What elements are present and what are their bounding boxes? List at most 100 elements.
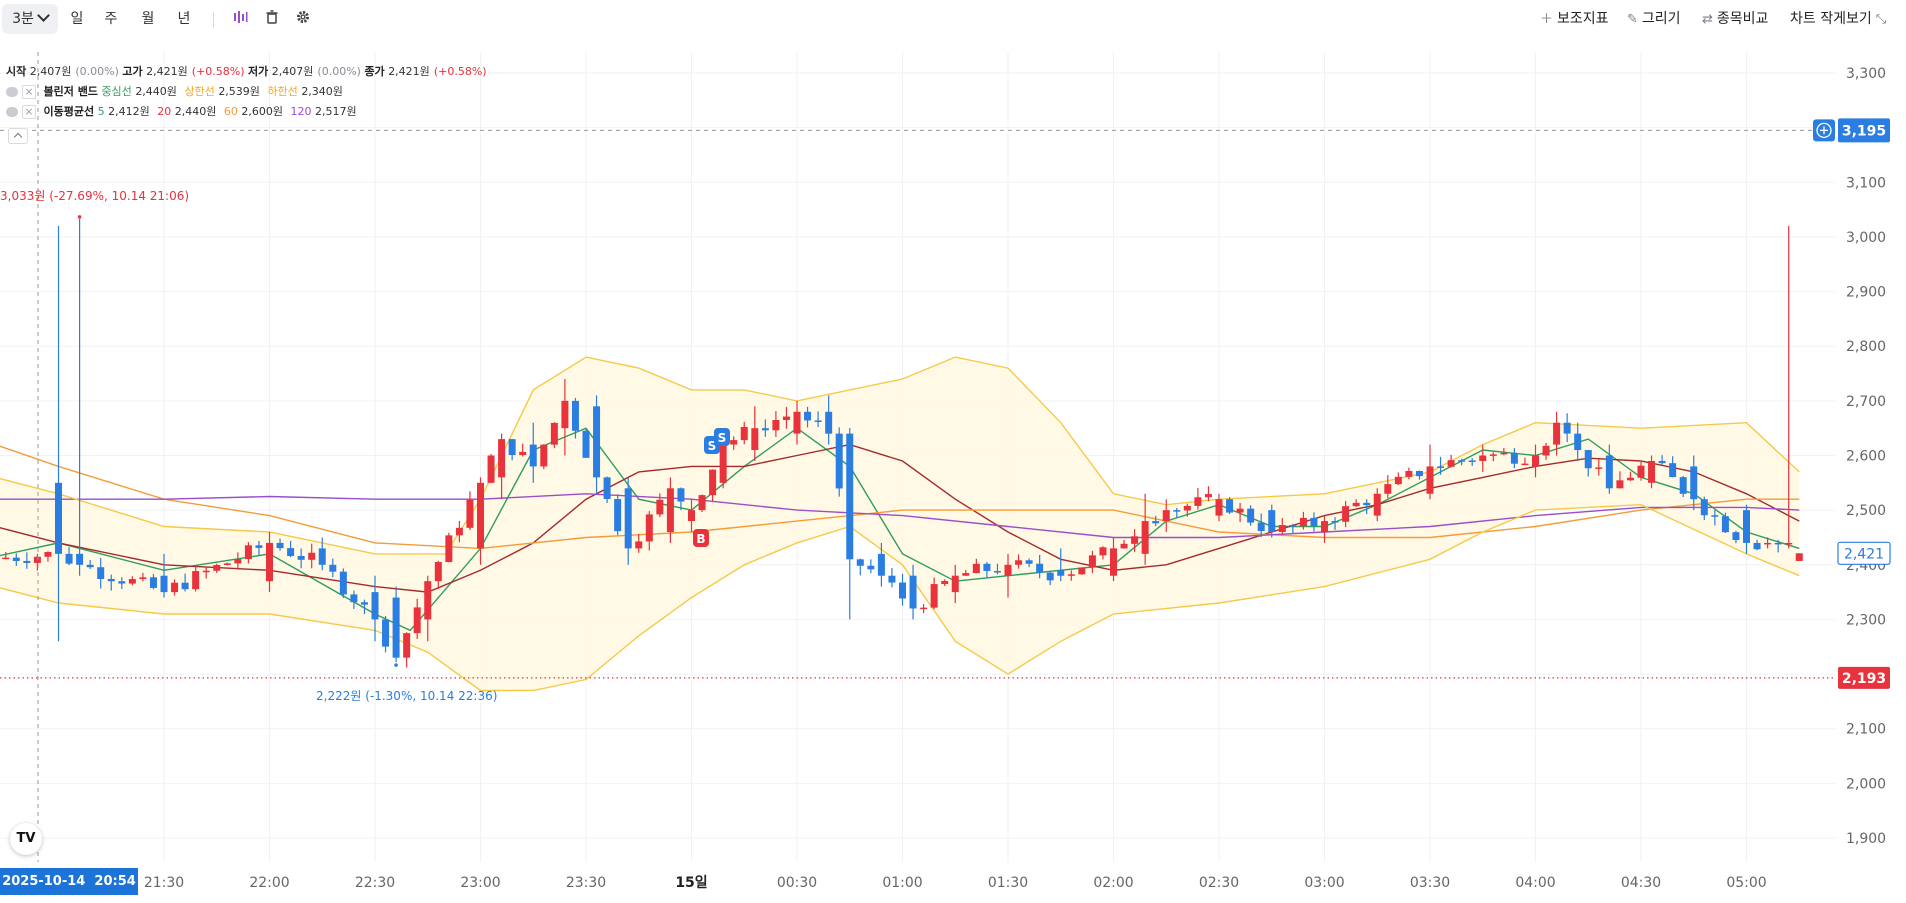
candle-body [192, 571, 200, 590]
candle-body [413, 607, 421, 634]
candle-body [1110, 548, 1117, 576]
candle-body [1099, 547, 1107, 556]
low-value: 2,407원 [271, 65, 314, 78]
candle-body [772, 420, 780, 431]
candle-body [360, 602, 368, 605]
bollinger-lower-value: 2,340원 [301, 85, 343, 98]
compare-button[interactable]: ⇄ 종목비교 [1702, 4, 1768, 34]
settings-button[interactable] [295, 9, 311, 29]
candle-body [424, 581, 432, 620]
candle-body [719, 444, 727, 483]
x-tick-label: 00:30 [777, 875, 817, 891]
candle-body [624, 488, 632, 549]
candle-body [550, 422, 558, 445]
close-value: 2,421원 [388, 65, 430, 78]
x-tick-label: 01:00 [882, 875, 922, 891]
candle-body [1310, 517, 1318, 526]
candle-body [1743, 510, 1750, 543]
candle-body [561, 400, 569, 429]
candle-body [403, 633, 411, 658]
close-icon[interactable]: × [22, 85, 36, 99]
candle-body [1732, 532, 1740, 541]
candle-body [930, 584, 938, 608]
candle-body [888, 575, 896, 583]
candle-body [920, 607, 928, 610]
candle-body [1669, 463, 1677, 478]
candle-body [1458, 460, 1466, 462]
candle-body [487, 455, 495, 483]
period-year-button[interactable]: 년 [177, 11, 191, 27]
period-day-button[interactable]: 일 [70, 11, 84, 27]
buy-marker-badge [693, 529, 709, 547]
candle-body [171, 582, 179, 593]
y-tick-label: 2,800 [1846, 339, 1886, 355]
candle-body [1542, 445, 1550, 456]
candle-body [1268, 510, 1276, 532]
indicator-button[interactable]: ＋ 보조지표 [1540, 4, 1609, 34]
legend-collapse-button[interactable] [8, 128, 28, 144]
candle-body [1278, 525, 1286, 532]
candle-style-button[interactable] [232, 9, 248, 29]
collapse-icon: ⤡ [1875, 12, 1887, 27]
candle-body [1447, 460, 1455, 467]
candle-body [867, 565, 875, 570]
candle-body [761, 428, 769, 431]
x-tick-label: 22:00 [249, 875, 289, 891]
period-month-button[interactable]: 월 [141, 11, 155, 27]
candle-body [86, 564, 94, 568]
candle-body [688, 510, 695, 522]
candle-body [329, 564, 337, 572]
tradingview-logo-icon[interactable]: TV [10, 823, 42, 855]
candle-body [339, 571, 347, 595]
eye-icon[interactable] [6, 87, 18, 97]
chart-legend: 시작 2,407원 (0.00%) 고가 2,421원 (+0.58%) 저가 2,… [6, 64, 487, 124]
high-pct: (+0.58%) [191, 65, 245, 78]
draw-label: 그리기 [1641, 11, 1681, 27]
close-icon[interactable]: × [22, 105, 36, 119]
candle-body [382, 619, 390, 647]
candle-body [666, 488, 674, 532]
candle-body [1036, 563, 1044, 573]
crosshair-price-label: 3,195 [1842, 123, 1886, 139]
ma20-period: 20 [157, 105, 172, 118]
candle-body [740, 426, 748, 441]
candle-body [1215, 499, 1223, 516]
candle-body [1489, 454, 1497, 456]
draw-button[interactable]: ✎ 그리기 [1627, 4, 1681, 34]
candle-body [1236, 508, 1244, 513]
small-view-button[interactable]: 차트 작게보기 ⤡ [1790, 4, 1890, 34]
candle-body [1247, 508, 1255, 523]
candle-body [1405, 470, 1413, 477]
sell-marker-badge [714, 428, 730, 446]
candle-body [1764, 542, 1772, 545]
candle-body [751, 428, 759, 451]
candle-body [434, 562, 442, 582]
candle-body [1521, 463, 1529, 466]
candle-body [877, 553, 885, 576]
candle-body [782, 416, 790, 421]
candle-body [139, 577, 147, 580]
candle-body [392, 597, 400, 658]
candle-body [540, 444, 548, 467]
candle-body [1648, 460, 1656, 483]
candle-body [1067, 574, 1075, 576]
period-week-button[interactable]: 주 [104, 11, 118, 27]
chart-toolbar: 3분 일 주 월 년 ＋ 보조지표 ✎ 그리기 ⇄ 종목비교 차트 작게보기 ⤡ [0, 0, 1906, 40]
candle-body [1299, 517, 1307, 527]
candle-body [350, 594, 358, 603]
interval-select[interactable]: 3분 [2, 4, 58, 34]
eye-icon[interactable] [6, 107, 18, 117]
compare-label: 종목비교 [1716, 11, 1769, 27]
time-axis[interactable]: 21:30 22:00 22:30 23:00 23:30 15일 00:30 01:00 01… [144, 875, 1767, 891]
candle-body [677, 488, 685, 502]
price-axis[interactable]: 3,3003,2003,1003,0002,9002,8002,7002,600… [1846, 66, 1886, 847]
candle-body [1500, 452, 1508, 455]
candle-body [519, 451, 527, 456]
delete-button[interactable] [264, 9, 280, 29]
candle-body [44, 552, 52, 557]
y-tick-label: 1,900 [1846, 831, 1886, 847]
bollinger-upper-value: 2,539원 [218, 85, 260, 98]
candle-body [1078, 567, 1086, 575]
candle-body [1057, 570, 1065, 576]
